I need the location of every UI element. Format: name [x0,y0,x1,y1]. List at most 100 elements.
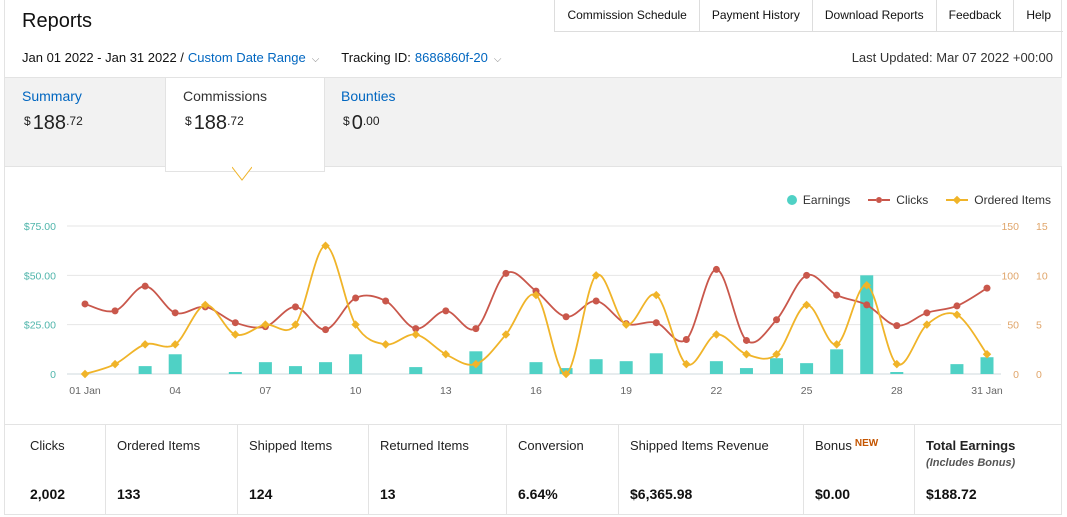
stat-revenue-label: Shipped Items Revenue [630,438,769,453]
clicks-line-icon [868,197,891,203]
stat-revenue-value: $6,365.98 [630,486,693,502]
clicks-point [893,322,901,330]
stat-bonus-label: Bonus NEW [815,438,879,453]
ordered-axis-tick-label: 10 [1036,270,1048,282]
ordered-items-point [140,340,150,349]
ordered-items-point [501,330,511,339]
commission-schedule-link[interactable]: Commission Schedule [555,0,700,31]
left-axis-tick-label: 0 [50,369,56,381]
clicks-point [472,325,480,333]
clicks-point [502,269,510,277]
clicks-point [833,291,841,299]
clicks-point [712,265,720,273]
ordered-items-point [231,330,240,339]
ordered-items-point [802,300,811,310]
earnings-bar [409,367,423,374]
clicks-point [652,319,660,327]
chevron-down-icon: ⌵ [311,54,320,65]
ordered-items-point [682,359,691,369]
custom-date-range-dropdown[interactable]: Custom Date Range ⌵ [188,50,319,65]
chevron-down-icon: ⌵ [493,54,502,65]
earnings-bar [980,357,994,374]
payment-history-link[interactable]: Payment History [700,0,813,31]
top-nav: Commission Schedule Payment History Down… [554,0,1063,32]
ordered-axis-tick-label: 5 [1036,320,1042,332]
x-axis-tick-label: 31 Jan [971,385,1003,397]
clicks-point [171,309,179,317]
x-axis-tick-label: 01 Jan [69,385,101,397]
earnings-bar [890,372,904,374]
ordered-line-icon [946,195,969,205]
ordered-items-point [201,300,210,310]
earnings-bar [319,362,333,374]
ordered-items-point [411,330,420,339]
download-reports-link[interactable]: Download Reports [813,0,937,31]
tab-bounties-value: $0.00 [343,112,380,134]
ordered-items-line [84,244,988,375]
stat-shipped-label: Shipped Items [249,438,333,453]
legend-earnings-label: Earnings [802,193,851,207]
left-axis-tick-label: $50.00 [24,270,56,282]
ordered-items-point [712,330,721,339]
earnings-bar [830,349,844,374]
feedback-link[interactable]: Feedback [937,0,1015,31]
tab-summary[interactable]: Summary $188.72 [5,78,165,166]
legend-ordered-items[interactable]: Ordered Items [946,193,1051,207]
tab-bounties-label: Bounties [341,88,396,104]
clicks-point [562,313,570,321]
stat-shipped-revenue: Shipped Items Revenue $6,365.98 [619,425,804,515]
ordered-items-point [110,359,120,369]
earnings-dot-icon [786,195,797,205]
earnings-bar [228,372,242,374]
stat-shipped-items: Shipped Items 124 [238,425,369,515]
ordered-items-point [832,340,841,349]
earnings-bar [709,361,723,374]
stat-shipped-value: 124 [249,486,273,502]
stat-ordered-value: 133 [117,486,141,502]
stat-returned-label: Returned Items [380,438,469,453]
clicks-axis-tick-label: 0 [1013,369,1019,381]
tracking-id-value: 8686860f-20 [414,50,488,65]
stat-conversion-label: Conversion [518,438,584,453]
clicks-point [291,303,299,311]
stat-ordered-label: Ordered Items [117,438,201,453]
chart-legend: Earnings Clicks Ordered Items [769,193,1051,207]
tracking-id-dropdown[interactable]: 8686860f-20 ⌵ [415,50,502,65]
ordered-items-point [742,350,751,359]
x-axis-tick-label: 25 [801,385,813,397]
clicks-point [983,284,991,292]
page-title: Reports [22,10,93,32]
clicks-point [923,309,931,317]
tab-commissions[interactable]: Commissions $188.72 [165,78,325,172]
stat-total-sub: (Includes Bonus) [926,457,1016,469]
help-link[interactable]: Help [1026,8,1051,22]
stat-clicks: Clicks 2,002 [5,425,106,515]
active-tab-pointer [232,166,252,186]
clicks-point [111,307,119,315]
custom-date-range-label: Custom Date Range [187,50,306,65]
x-axis-tick-label: 10 [350,385,362,397]
tab-bounties[interactable]: Bounties $0.00 [324,78,484,166]
ordered-items-point [291,320,300,329]
clicks-point [141,282,149,290]
ordered-items-point [170,340,180,349]
x-axis-tick-label: 07 [260,385,272,397]
ordered-items-point [982,350,992,359]
legend-earnings[interactable]: Earnings [786,193,851,207]
earnings-bar [619,361,633,374]
clicks-point [953,302,961,310]
stat-bonus-value: $0.00 [815,486,851,502]
earnings-bar [349,354,363,374]
legend-clicks[interactable]: Clicks [868,193,928,207]
new-badge: NEW [854,438,879,449]
earnings-bar [950,364,964,374]
ordered-items-point [892,359,902,369]
stat-returned-items: Returned Items 13 [369,425,507,515]
clicks-point [322,326,330,334]
earnings-bar [860,275,874,374]
ordered-items-point [321,241,330,250]
clicks-point [773,316,781,324]
tab-summary-label: Summary [22,88,82,104]
tab-commissions-label: Commissions [183,88,268,104]
earnings-bar [288,366,302,374]
